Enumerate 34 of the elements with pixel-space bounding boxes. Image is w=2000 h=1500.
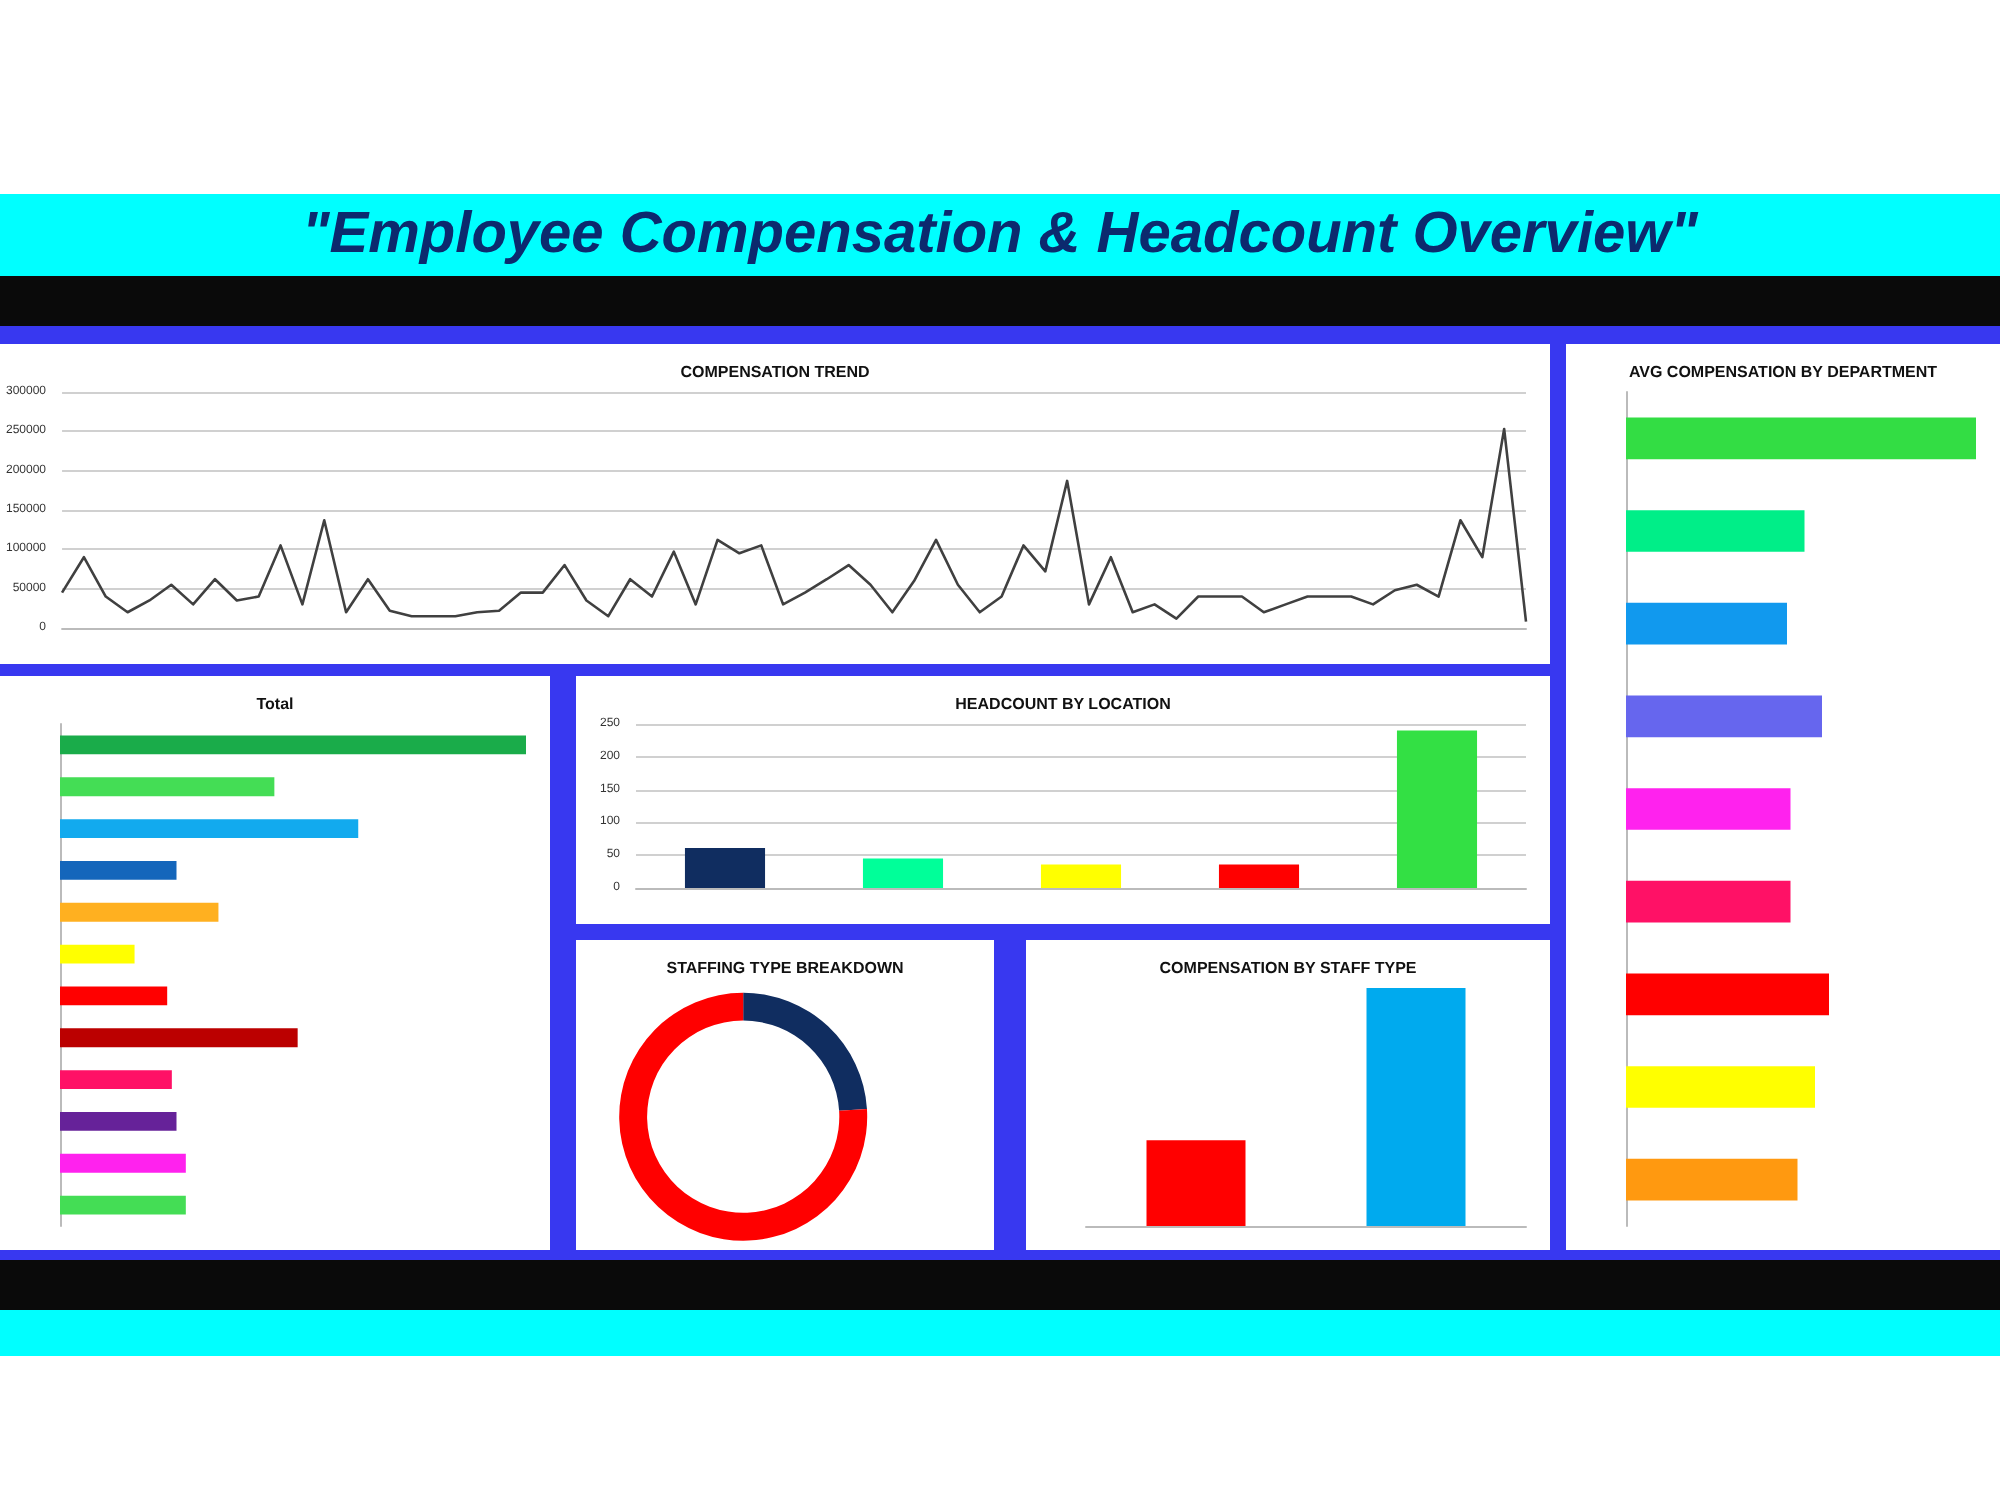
bar	[684, 847, 766, 888]
bar	[1218, 864, 1300, 888]
bar	[60, 861, 177, 880]
bar	[1626, 880, 1791, 923]
bar	[1626, 788, 1791, 830]
bar	[1626, 1158, 1798, 1201]
bar	[60, 986, 168, 1006]
chart-title: STAFFING TYPE BREAKDOWN	[666, 959, 904, 977]
chart-title: Total	[256, 695, 294, 713]
bar	[862, 858, 944, 888]
line-series	[60, 427, 1528, 624]
bar	[1626, 973, 1829, 1016]
chart-title: COMPENSATION BY STAFF TYPE	[1159, 959, 1418, 977]
text: "Employee Compensation & Headcount Overview"	[302, 202, 1698, 268]
chart-title: AVG COMPENSATION BY DEPARTMENT	[1628, 363, 1938, 381]
bar	[1626, 510, 1805, 552]
chart-title: COMPENSATION TREND	[680, 363, 870, 381]
bar	[60, 1153, 186, 1173]
bar	[60, 944, 135, 964]
bar	[1626, 602, 1787, 645]
bar	[60, 819, 359, 838]
bar	[1626, 1066, 1815, 1108]
bar	[1040, 864, 1122, 888]
bar	[60, 1028, 298, 1048]
bar	[60, 1070, 172, 1089]
bar	[1626, 417, 1976, 460]
chart-title: HEADCOUNT BY LOCATION	[955, 695, 1172, 713]
bar	[60, 777, 275, 797]
bar	[60, 735, 526, 755]
bar	[60, 1112, 177, 1131]
bar	[1626, 695, 1822, 738]
bar	[60, 902, 219, 922]
bar	[1396, 730, 1478, 888]
bar	[60, 1195, 186, 1215]
